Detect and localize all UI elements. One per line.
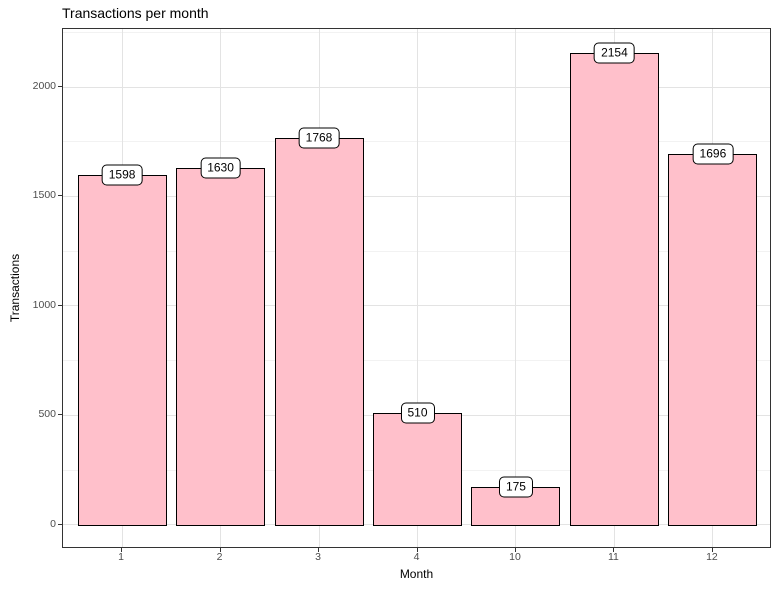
x-tick-mark	[121, 548, 123, 552]
plot-panel: 1598 1630 1768 510 175 2154 1696	[62, 28, 771, 548]
x-tick-mark	[613, 548, 615, 552]
x-tick-mark	[318, 548, 320, 552]
chart-title: Transactions per month	[62, 5, 209, 21]
x-tick-label: 2	[216, 551, 223, 563]
bar-value-label: 1598	[101, 164, 143, 186]
gridline-major	[63, 195, 770, 197]
x-tick-label: 1	[118, 551, 124, 563]
gridline-minor	[63, 141, 770, 143]
gridline-minor	[63, 250, 770, 252]
bar	[78, 175, 167, 526]
y-tick-label: 2000	[32, 80, 56, 93]
gridline-vertical	[417, 29, 418, 547]
x-tick-mark	[219, 548, 221, 552]
y-tick-label: 1500	[32, 189, 56, 202]
y-tick-label: 500	[38, 408, 56, 421]
bar	[373, 413, 462, 526]
bar-value-label: 2154	[594, 42, 635, 64]
x-tick-mark	[514, 548, 516, 552]
bar-value-label: 1768	[298, 127, 340, 149]
gridline-minor	[63, 31, 770, 33]
gridline-minor	[63, 360, 770, 362]
x-tick-label: 4	[413, 551, 420, 563]
bar-value-label: 1630	[200, 157, 241, 179]
gridline-vertical	[515, 29, 517, 547]
y-tick-label: 1000	[32, 298, 56, 311]
x-tick-mark	[711, 548, 713, 552]
y-tick-mark	[58, 414, 62, 416]
x-tick-label: 12	[706, 551, 718, 563]
x-tick-label: 10	[509, 551, 521, 563]
gridline-major	[63, 305, 770, 307]
gridline-major	[63, 86, 770, 88]
bar	[176, 168, 265, 526]
y-tick-mark	[58, 195, 62, 197]
y-tick-mark	[58, 304, 62, 306]
y-tick-mark	[58, 523, 62, 525]
bar	[275, 137, 364, 526]
bar	[668, 153, 757, 526]
x-tick-label: 11	[607, 551, 619, 563]
y-tick-mark	[58, 86, 62, 88]
bar	[570, 53, 659, 526]
bar-value-label: 510	[400, 402, 435, 424]
y-tick-label: 0	[50, 517, 56, 530]
bar-value-label: 1696	[692, 143, 734, 165]
x-tick-label: 3	[315, 551, 321, 563]
x-axis-title: Month	[399, 567, 434, 581]
x-tick-mark	[416, 548, 418, 552]
y-axis-title: Transactions	[8, 253, 22, 323]
bar-value-label: 175	[498, 476, 533, 498]
